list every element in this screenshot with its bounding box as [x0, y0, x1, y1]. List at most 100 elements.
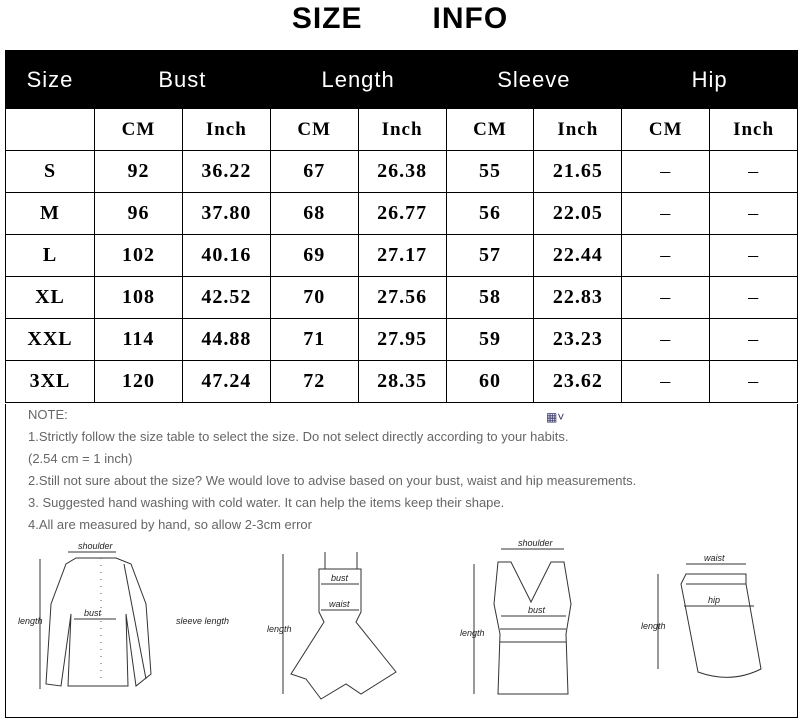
label-sleeve: sleeve length: [176, 616, 229, 626]
table-cell: M: [5, 192, 95, 235]
table-cell: 70: [269, 276, 359, 319]
table-cell: –: [621, 318, 711, 361]
table-cell: 21.65: [533, 150, 623, 193]
page-title: SIZE INFO: [0, 0, 800, 40]
table-cell: 23.62: [533, 360, 623, 403]
table-cell: –: [709, 318, 798, 361]
skirt-diagram: waist hip length: [636, 544, 766, 719]
table-cell: 22.83: [533, 276, 623, 319]
table-cell: –: [621, 234, 711, 277]
table-cell: 22.44: [533, 234, 623, 277]
table-cell: 72: [269, 360, 359, 403]
header-row: Size Bust Length Sleeve Hip: [5, 50, 798, 109]
label-waist: waist: [329, 599, 350, 609]
table-cell: 60: [445, 360, 535, 403]
table-cell: L: [5, 234, 95, 277]
table-cell: 27.95: [357, 318, 447, 361]
unit-cell: Inch: [181, 108, 271, 151]
unit-cell: CM: [94, 108, 183, 151]
table-cell: 108: [94, 276, 183, 319]
label-length: length: [18, 616, 43, 626]
unit-cell: CM: [269, 108, 359, 151]
table-cell: 42.52: [181, 276, 271, 319]
header-sleeve: Sleeve: [445, 50, 623, 109]
table-row: S 92 36.22 67 26.38 55 21.65– –: [5, 150, 798, 193]
shirt-diagram: shoulder bust length sleeve length: [16, 541, 246, 719]
note-line: 1.Strictly follow the size table to sele…: [28, 429, 569, 444]
table-cell: 71: [269, 318, 359, 361]
header-hip: Hip: [621, 50, 798, 109]
unit-cell: Inch: [533, 108, 623, 151]
table-cell: –: [709, 276, 798, 319]
note-line: (2.54 cm = 1 inch): [28, 451, 133, 466]
label-bust: bust: [528, 605, 546, 615]
table-cell: XXL: [5, 318, 95, 361]
table-cell: 26.38: [357, 150, 447, 193]
header-size: Size: [5, 50, 95, 109]
table-cell: 44.88: [181, 318, 271, 361]
label-bust: bust: [331, 573, 349, 583]
unit-row: CM Inch CM Inch CM Inch CM Inch: [5, 108, 798, 151]
unit-cell: [5, 108, 95, 151]
label-length: length: [641, 621, 666, 631]
note-line: 3. Suggested hand washing with cold wate…: [28, 495, 505, 510]
table-cell: 58: [445, 276, 535, 319]
label-length: length: [267, 624, 292, 634]
label-length: length: [460, 628, 485, 638]
table-cell: –: [709, 150, 798, 193]
table-cell: S: [5, 150, 95, 193]
table-cell: 28.35: [357, 360, 447, 403]
dress-diagram: bust waist length: [261, 544, 421, 719]
table-cell: 57: [445, 234, 535, 277]
table-cell: 36.22: [181, 150, 271, 193]
table-cell: 67: [269, 150, 359, 193]
table-cell: –: [621, 150, 711, 193]
tank-diagram: shoulder bust length: [456, 538, 606, 719]
table-row: M 96 37.80 68 26.77 56 22.05– –: [5, 192, 798, 235]
table-cell: 59: [445, 318, 535, 361]
table-row: XXL 114 44.88 71 27.95 59 23.23– –: [5, 318, 798, 361]
table-cell: 26.77: [357, 192, 447, 235]
table-cell: –: [621, 276, 711, 319]
header-bust: Bust: [94, 50, 271, 109]
table-row: XL 108 42.52 70 27.56 58 22.83– –: [5, 276, 798, 319]
table-cell: –: [709, 192, 798, 235]
label-waist: waist: [704, 553, 725, 563]
label-shoulder: shoulder: [78, 541, 114, 551]
notes-section: ▦˅ NOTE: 1.Strictly follow the size table…: [5, 404, 798, 718]
table-cell: 22.05: [533, 192, 623, 235]
table-cell: –: [709, 234, 798, 277]
table-row: 3XL 120 47.24 72 28.35 60 23.62– –: [5, 360, 798, 403]
unit-cell: CM: [445, 108, 535, 151]
table-cell: 27.56: [357, 276, 447, 319]
table-cell: XL: [5, 276, 95, 319]
label-hip: hip: [708, 595, 720, 605]
unit-cell: Inch: [709, 108, 798, 151]
table-cell: 68: [269, 192, 359, 235]
table-cell: 55: [445, 150, 535, 193]
table-cell: –: [621, 360, 711, 403]
title-size: SIZE: [291, 2, 363, 35]
header-length: Length: [269, 50, 447, 109]
note-line: 4.All are measured by hand, so allow 2-3…: [28, 517, 312, 532]
table-cell: 96: [94, 192, 183, 235]
table-cell: –: [709, 360, 798, 403]
table-cell: 47.24: [181, 360, 271, 403]
table-cell: 56: [445, 192, 535, 235]
unit-cell: Inch: [357, 108, 447, 151]
table-cell: 102: [94, 234, 183, 277]
table-cell: 23.23: [533, 318, 623, 361]
label-bust: bust: [84, 608, 102, 618]
table-cell: 27.17: [357, 234, 447, 277]
table-row: L 102 40.16 69 27.17 57 22.44– –: [5, 234, 798, 277]
table-cell: 3XL: [5, 360, 95, 403]
table-cell: 120: [94, 360, 183, 403]
table-cell: 37.80: [181, 192, 271, 235]
table-cell: 92: [94, 150, 183, 193]
table-options-icon[interactable]: ▦˅: [546, 410, 565, 424]
table-cell: 40.16: [181, 234, 271, 277]
table-cell: 114: [94, 318, 183, 361]
note-line: NOTE:: [28, 407, 68, 422]
table-cell: –: [621, 192, 711, 235]
note-line: 2.Still not sure about the size? We woul…: [28, 473, 637, 488]
